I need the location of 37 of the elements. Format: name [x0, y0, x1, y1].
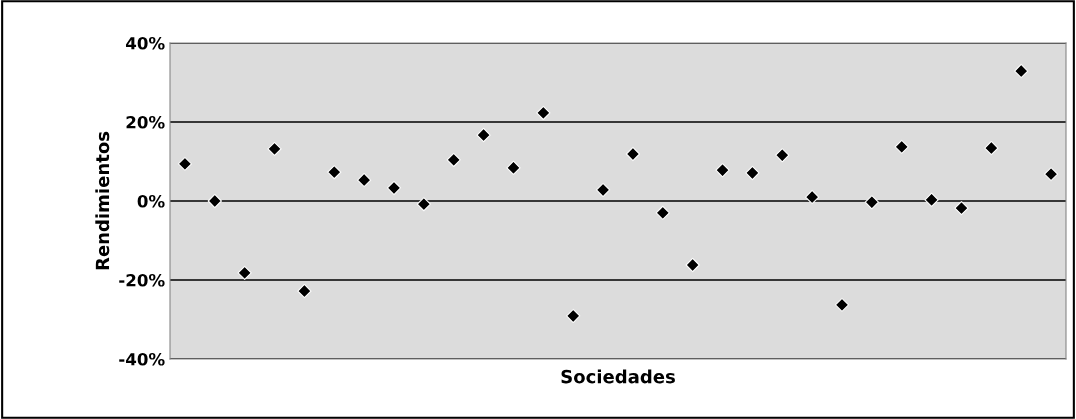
- point: [894, 139, 909, 155]
- point: [984, 140, 999, 156]
- point: [924, 192, 939, 207]
- y-tick-label: -40%: [119, 352, 165, 366]
- point: [745, 165, 760, 181]
- point: [625, 146, 641, 162]
- point: [775, 148, 790, 163]
- point: [416, 197, 432, 212]
- point: [566, 308, 581, 324]
- point: [655, 205, 670, 220]
- point: [1043, 166, 1059, 182]
- point: [715, 163, 730, 178]
- point: [267, 141, 282, 157]
- point: [595, 182, 611, 198]
- point: [864, 195, 880, 210]
- y-tick-label: -20%: [119, 273, 165, 287]
- point: [685, 257, 700, 273]
- point: [954, 200, 969, 216]
- point: [297, 283, 312, 299]
- point: [356, 172, 372, 188]
- point: [237, 265, 252, 281]
- point: [327, 165, 342, 180]
- point: [207, 193, 222, 209]
- y-axis-title: Rendimientos: [95, 131, 110, 270]
- point: [177, 156, 193, 172]
- y-tick-label: 0%: [137, 194, 165, 208]
- y-tick-label: 40%: [126, 36, 165, 50]
- point: [804, 189, 820, 205]
- x-axis-title: Sociedades: [561, 369, 675, 384]
- point: [536, 105, 551, 121]
- y-tick-label: 20%: [126, 115, 165, 129]
- point: [446, 152, 461, 168]
- point: [476, 127, 491, 143]
- point: [386, 180, 402, 196]
- point: [1014, 63, 1029, 79]
- point: [834, 297, 850, 313]
- point: [506, 160, 521, 175]
